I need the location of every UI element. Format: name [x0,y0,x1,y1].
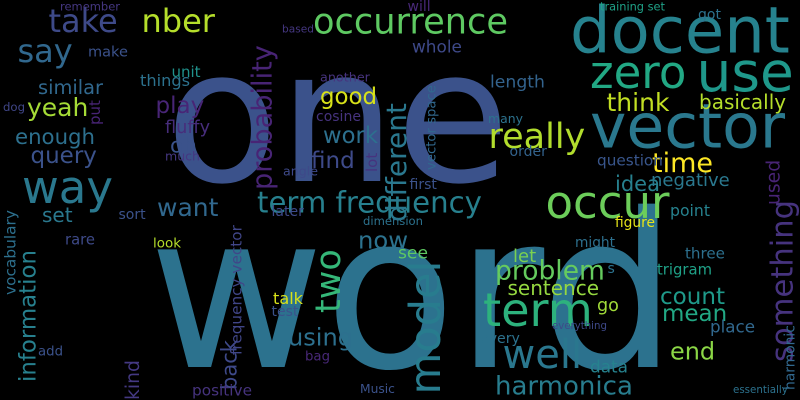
word-set: set [42,203,73,227]
word-figure: figure [615,215,656,231]
word-three: three [685,244,725,263]
word-way: way [22,161,114,214]
word-different: different [380,103,413,222]
word-two: two [309,249,349,313]
word-got: got [698,7,721,23]
word-trigram: trigram [657,261,713,279]
word-end: end [670,337,716,366]
word-work: work [323,123,378,149]
word-cosine: cosine [316,109,361,125]
word-oh: oh [170,133,197,159]
word-rare: rare [65,231,95,249]
word-kind: kind [123,360,144,400]
word-talk: talk [273,289,303,308]
word-later: later [271,204,304,220]
word-term: term [483,283,593,337]
word-negative: negative [651,170,730,191]
word-make: make [88,44,128,61]
word-let: let [513,246,537,267]
word-basically: basically [699,90,787,114]
word-place: place [710,316,755,337]
word-data: data [590,356,629,377]
word-whole: whole [412,36,462,57]
word-vector: vector [590,90,786,163]
word-dog: dog [3,100,25,114]
word-remember: remember [60,0,120,14]
word-occur: occur [545,176,670,229]
word-want: want [157,193,219,222]
word-query: query [30,143,97,169]
word-similar: similar [38,76,104,99]
word-using: using [288,323,353,352]
word-one: one [165,9,510,225]
word-really: really [488,117,586,157]
word-s: s [607,261,615,277]
word-music: Music [360,382,395,396]
word-will: will [407,0,431,15]
word-docent: docent [570,0,790,69]
word-things: things [140,71,191,90]
word-angle: angle [283,163,319,179]
word-add: add [38,344,63,360]
word-say: say [17,32,73,70]
word-yeah: yeah [27,93,89,122]
word-time: time [652,148,714,179]
word-look: look [153,236,181,252]
word-harmonica: harmonica [495,371,633,400]
word-harmonic: harmonic [782,325,799,390]
word-now: now [358,225,409,255]
word-length: length [490,72,545,93]
word-another: another [320,70,370,86]
word-take: take [48,2,118,40]
word-positive: positive [192,381,252,400]
word-order: order [509,144,547,160]
word-much: much [165,148,200,164]
word-word: word [148,167,677,400]
word-enough: enough [15,125,96,150]
word-point: point [670,201,710,220]
word-test: test [271,304,299,320]
word-lot: lot [363,152,381,172]
word-sort: sort [118,207,146,223]
word-frequency-vector: frequency vector [227,225,246,355]
word-go: go [597,296,619,316]
word-based: based [282,23,314,36]
word-every: every [480,331,520,347]
word-use: use [696,40,794,104]
word-sentence: sentence [507,276,600,300]
word-nber: nber [141,2,215,40]
word-might: might [575,235,616,251]
word-find: find [311,148,355,174]
word-probability: probability [247,45,279,190]
word-well: well [502,332,583,378]
word-mean: mean [662,301,728,327]
word-term-frequency: term frequency [257,185,482,220]
word-information: information [15,250,42,382]
word-put: put [86,100,104,125]
word-problem: problem [495,255,605,287]
word-think: think [606,88,670,117]
word-model: model [401,260,451,395]
word-unit: unit [171,63,201,81]
word-training-set: training set [600,0,665,14]
word-good: good [320,84,378,110]
word-idea: idea [615,171,660,196]
word-question: question [597,151,663,170]
word-dimension: dimension [363,214,423,228]
word-many: many [488,111,523,126]
word-bag: bag [305,349,330,365]
word-vocabulary: vocabulary [1,210,20,295]
word-vector-space: vector space [424,85,440,170]
word-occurrence: occurrence [313,1,509,43]
word-used: used [763,159,785,205]
word-fluffy: fluffy [165,118,211,138]
word-count: count [660,284,725,310]
word-zero: zero [590,46,687,99]
word-play: play [155,93,205,119]
word-see: see [398,243,428,264]
word-everything: everything [552,321,607,332]
word-first: first [409,177,437,193]
word-essentially: essentially [733,384,788,396]
